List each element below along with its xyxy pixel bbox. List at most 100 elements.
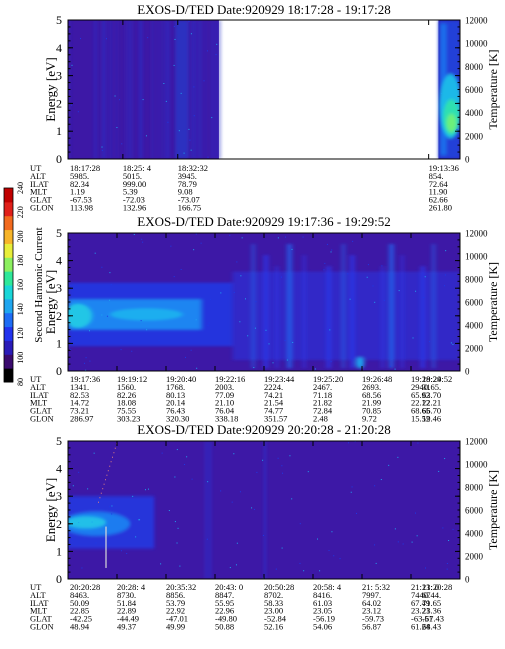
orbit-value: 21:20:28 bbox=[422, 582, 452, 592]
y-tick-label: 0 bbox=[56, 572, 62, 586]
orbit-value: 19:25:20 bbox=[313, 374, 343, 384]
chart-title: EXOS-D/TED Date:920929 20:20:28 - 21:20:… bbox=[137, 422, 390, 437]
orbit-value: 68.65 bbox=[411, 406, 430, 416]
orbit-row-label: MLT bbox=[30, 187, 48, 197]
y-axis: 0 1 2 3 4 5 bbox=[56, 13, 460, 166]
colorbar-swatch bbox=[4, 298, 13, 314]
orbit-value: 18:17:28 bbox=[70, 163, 100, 173]
y-axis-label: Energy [eV] bbox=[43, 57, 58, 121]
orbit-value: 19:26:48 bbox=[362, 374, 392, 384]
spectral-features bbox=[68, 20, 460, 159]
orbit-value: 22.85 bbox=[70, 606, 89, 616]
colorbar-swatch bbox=[4, 368, 13, 383]
orbit-value: 6744. bbox=[422, 590, 441, 600]
orbit-value: 8856. bbox=[166, 590, 185, 600]
orbit-value: 8847. bbox=[215, 590, 234, 600]
orbit-value: 23.21 bbox=[411, 606, 430, 616]
colorbar-swatch bbox=[4, 201, 13, 217]
orbit-value: 20:28: 4 bbox=[117, 582, 146, 592]
spectral-features bbox=[68, 244, 460, 369]
colorbar-tick-label: 160 bbox=[16, 279, 25, 291]
y-axis-label: Energy [eV] bbox=[43, 270, 58, 334]
y2-axis-label: Temperature [K] bbox=[486, 49, 500, 129]
y2-tick-label: 4000 bbox=[465, 321, 484, 331]
y-tick-label: 1 bbox=[56, 336, 62, 350]
orbit-table: UT 18:17:28 18:25: 4 18:32:32 19:13:36 ALT 598… bbox=[30, 20, 459, 213]
orbit-value: 5015. bbox=[123, 171, 142, 181]
orbit-value: 23.12 bbox=[362, 606, 381, 616]
orbit-value: 21.99 bbox=[362, 398, 381, 408]
y2-axis: 0 2000 4000 6000 8000 10000 12000 bbox=[465, 229, 488, 377]
orbit-value: 23.05 bbox=[313, 606, 332, 616]
orbit-value: 113.98 bbox=[70, 203, 93, 213]
y-tick-label: 4 bbox=[56, 462, 62, 476]
orbit-value: 48.94 bbox=[70, 622, 90, 632]
orbit-row-label: GLON bbox=[30, 203, 54, 213]
spectrogram bbox=[68, 441, 460, 579]
y2-tick-label: 12000 bbox=[465, 229, 488, 239]
orbit-value: -42.25 bbox=[70, 614, 92, 624]
panel-1: EXOS-D/TED Date:920929 18:17:28 - 19:17:… bbox=[30, 2, 500, 213]
y-tick-label: 2 bbox=[56, 96, 62, 110]
colorbar-swatch bbox=[4, 340, 13, 355]
orbit-value: 21.10 bbox=[215, 398, 234, 408]
chart-title: EXOS-D/TED Date:920929 18:17:28 - 19:17:… bbox=[137, 2, 390, 17]
orbit-value: 8463. bbox=[70, 590, 89, 600]
y2-tick-label: 10000 bbox=[465, 252, 488, 262]
noise-speckle bbox=[72, 441, 454, 579]
orbit-value: 68.43 bbox=[422, 622, 441, 632]
orbit-value: 2224. bbox=[264, 382, 283, 392]
orbit-value: -59.73 bbox=[362, 614, 384, 624]
orbit-value: 22.21 bbox=[422, 398, 441, 408]
orbit-value: 50.09 bbox=[70, 598, 89, 608]
orbit-value: 303.23 bbox=[117, 414, 140, 424]
orbit-value: 320.30 bbox=[166, 414, 189, 424]
y-axis: 0 1 2 3 4 5 bbox=[56, 434, 460, 586]
orbit-value: 78.79 bbox=[178, 179, 197, 189]
y-tick-label: 4 bbox=[56, 254, 62, 268]
y2-tick-label: 10000 bbox=[465, 39, 488, 49]
orbit-value: 19:19:12 bbox=[117, 374, 147, 384]
y-tick-label: 3 bbox=[56, 69, 62, 83]
orbit-row-label: GLAT bbox=[30, 614, 53, 624]
orbit-value: 9.08 bbox=[178, 187, 193, 197]
orbit-value: -44.49 bbox=[117, 614, 139, 624]
orbit-value: 19:17:36 bbox=[70, 374, 100, 384]
orbit-row-label: ALT bbox=[30, 382, 47, 392]
orbit-value: 22.96 bbox=[215, 606, 234, 616]
orbit-value: 74.21 bbox=[264, 390, 283, 400]
y-tick-label: 0 bbox=[56, 152, 62, 166]
panel-3: EXOS-D/TED Date:920929 20:20:28 - 21:20:… bbox=[30, 422, 500, 632]
orbit-value: -67.53 bbox=[70, 195, 92, 205]
orbit-value: 20.14 bbox=[166, 398, 186, 408]
orbit-value: 74.77 bbox=[264, 406, 283, 416]
orbit-value: 68.56 bbox=[362, 390, 381, 400]
orbit-value: -73.07 bbox=[178, 195, 200, 205]
orbit-value: 14.72 bbox=[70, 398, 89, 408]
orbit-value: 999.00 bbox=[123, 179, 146, 189]
orbit-value: 71.65 bbox=[422, 598, 441, 608]
noise-speckle bbox=[71, 20, 460, 158]
orbit-table: UT 19:17:36 19:19:12 19:20:40 19:22:16 19:23:… bbox=[30, 233, 461, 424]
colorbar-swatch bbox=[4, 229, 13, 244]
orbit-value: 9.72 bbox=[362, 414, 377, 424]
orbit-value: 132.96 bbox=[123, 203, 146, 213]
orbit-value: 22.12 bbox=[411, 398, 430, 408]
y2-tick-label: 2000 bbox=[465, 552, 484, 562]
orbit-value: -47.01 bbox=[166, 614, 188, 624]
colorbar: 80 100 120 140 160 180 200 220 240 Second Harmoni… bbox=[3, 182, 45, 386]
orbit-value: 19.46 bbox=[422, 414, 441, 424]
orbit-value: 22.89 bbox=[117, 606, 136, 616]
orbit-value: 286.97 bbox=[70, 414, 93, 424]
colorbar-swatch bbox=[4, 354, 13, 369]
orbit-value: 5985. bbox=[70, 171, 89, 181]
noise-speckle bbox=[70, 233, 459, 371]
orbit-value: 21.54 bbox=[264, 398, 284, 408]
colorbar-swatch bbox=[4, 312, 13, 328]
orbit-value: 49.99 bbox=[166, 622, 185, 632]
colorbar-swatch bbox=[4, 188, 13, 203]
orbit-value: 82.53 bbox=[70, 390, 89, 400]
y2-tick-label: 8000 bbox=[465, 483, 484, 493]
y-tick-label: 3 bbox=[56, 489, 62, 503]
y2-tick-label: 4000 bbox=[465, 529, 484, 539]
